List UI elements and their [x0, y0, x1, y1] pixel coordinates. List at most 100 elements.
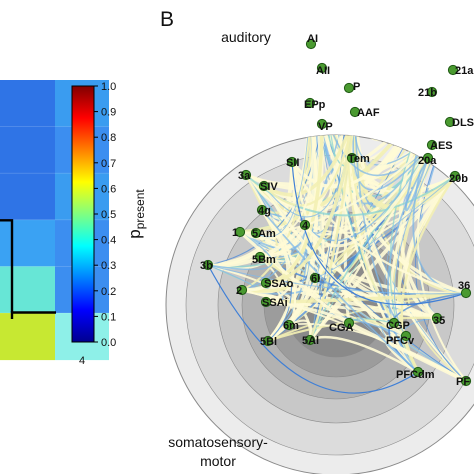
node-6m[interactable]: 6m	[283, 319, 299, 332]
node-label: VP	[318, 121, 333, 133]
node-marker	[444, 116, 456, 128]
node-ssai[interactable]: SSAi	[260, 296, 288, 309]
node-marker	[240, 169, 252, 181]
network-edge	[265, 135, 357, 285]
node-tem[interactable]: Tem	[346, 152, 370, 165]
node-5am[interactable]: 5Am	[250, 227, 276, 240]
node-label: AES	[430, 140, 453, 152]
node-pfcv[interactable]: PFCv	[386, 330, 415, 347]
node-marker	[202, 259, 214, 271]
node-marker	[431, 312, 443, 324]
network-nodes: AI AII P EPp AAF VP Tem 21a 21b DLS AES 20a 20b SII 3a…	[200, 33, 474, 388]
node-marker	[460, 287, 472, 299]
node-label: 5Bm	[252, 254, 276, 266]
node-marker	[262, 335, 274, 347]
node-label: SSAi	[262, 297, 288, 309]
node-label: 36	[458, 280, 470, 292]
node-6l[interactable]: 6l	[309, 272, 320, 285]
network-edge	[266, 135, 351, 342]
node-2[interactable]: 2	[236, 284, 248, 297]
colorbar-tick-label: 0.8	[101, 132, 116, 144]
network-edge-outer	[207, 264, 419, 394]
node-3b[interactable]: 3b	[200, 259, 214, 272]
network-edge	[245, 174, 297, 326]
node-4[interactable]: 4	[299, 219, 311, 232]
node-pf[interactable]: PF	[456, 375, 472, 388]
network-edge	[398, 135, 439, 320]
node-5al[interactable]: 5Al	[302, 334, 319, 347]
node-p[interactable]: P	[343, 81, 360, 94]
node-ai[interactable]: AI	[305, 33, 318, 50]
network-edge-strong	[311, 44, 450, 122]
node-marker	[286, 156, 298, 168]
node-aaf[interactable]: AAF	[349, 106, 380, 119]
node-label: AII	[316, 65, 330, 77]
node-1[interactable]: 1	[232, 226, 246, 239]
network-edge	[238, 230, 350, 325]
node-sii[interactable]: SII	[286, 156, 299, 169]
node-label: PF	[456, 376, 470, 388]
node-label: 3b	[200, 260, 213, 272]
node-dls[interactable]: DLS	[444, 116, 474, 129]
colorbar-tick-label: 0.7	[101, 158, 116, 170]
node-marker	[254, 251, 266, 263]
node-vp[interactable]: VP	[316, 118, 333, 133]
node-21b[interactable]: 21b	[418, 86, 437, 99]
node-marker	[426, 139, 438, 151]
node-label: AAF	[357, 107, 380, 119]
node-aes[interactable]: AES	[426, 139, 453, 152]
node-label: 1	[232, 227, 238, 239]
node-label: SII	[286, 157, 299, 169]
region-label-motor: motor	[200, 453, 236, 469]
node-20b[interactable]: 20b	[449, 170, 468, 185]
node-siv[interactable]: SIV	[258, 180, 278, 193]
colorbar-tick-label: 0.3	[101, 260, 116, 272]
node-4g[interactable]: 4g	[256, 204, 271, 217]
node-ssao[interactable]: SSAo	[260, 277, 294, 290]
network-edge	[303, 224, 438, 320]
node-label: 6m	[283, 320, 299, 332]
node-marker	[447, 64, 459, 76]
network-edge	[303, 144, 434, 248]
node-36[interactable]: 36	[458, 280, 472, 299]
node-pfcdm[interactable]: PFCdm	[396, 366, 435, 381]
node-20a[interactable]: 20a	[418, 152, 437, 167]
node-label: 6l	[311, 273, 320, 285]
node-5bm[interactable]: 5Bm	[252, 251, 276, 266]
node-cga[interactable]: CGA	[329, 317, 355, 334]
node-label: DLS	[452, 117, 474, 129]
node-marker	[316, 62, 328, 74]
network-edge-outer	[291, 161, 467, 306]
node-marker	[449, 170, 461, 182]
matrix-cell	[0, 219, 55, 267]
node-marker	[304, 97, 316, 109]
colorbar-label-main: p	[125, 229, 144, 238]
network-diagram: AI AII P EPp AAF VP Tem 21a 21b DLS AES 20a 20b SII 3a…	[165, 29, 474, 474]
node-marker	[304, 334, 316, 346]
node-label: CGP	[386, 320, 410, 332]
colorbar-tick-label: 0.4	[101, 235, 116, 247]
node-3a[interactable]: 3a	[238, 169, 252, 182]
network-edge	[207, 231, 273, 271]
node-aii[interactable]: AII	[316, 62, 330, 77]
network-edge	[239, 135, 434, 234]
node-marker	[234, 226, 246, 238]
node-label: 20a	[418, 155, 437, 167]
network-edge-strong	[311, 44, 453, 70]
node-35[interactable]: 35	[431, 312, 445, 327]
colorbar: 1.0 0.9 0.8 0.7 0.6 0.5 0.4 0.3 0.2 0.1 0.0 pprese…	[71, 81, 147, 349]
node-epp[interactable]: EPp	[304, 97, 326, 111]
node-cgp[interactable]: CGP	[386, 317, 410, 332]
network-edge-strong	[311, 44, 322, 124]
node-marker	[388, 317, 400, 329]
matrix-cell	[0, 126, 55, 174]
node-label: SIV	[260, 181, 278, 193]
network-edge	[346, 135, 407, 337]
matrix-cell	[0, 266, 55, 314]
network-edge	[320, 135, 467, 295]
network-edges	[207, 44, 468, 394]
node-5bl[interactable]: 5Bl	[260, 335, 277, 348]
network-edge	[263, 135, 357, 207]
node-21a[interactable]: 21a	[447, 64, 474, 77]
node-label: 5Bl	[260, 336, 277, 348]
